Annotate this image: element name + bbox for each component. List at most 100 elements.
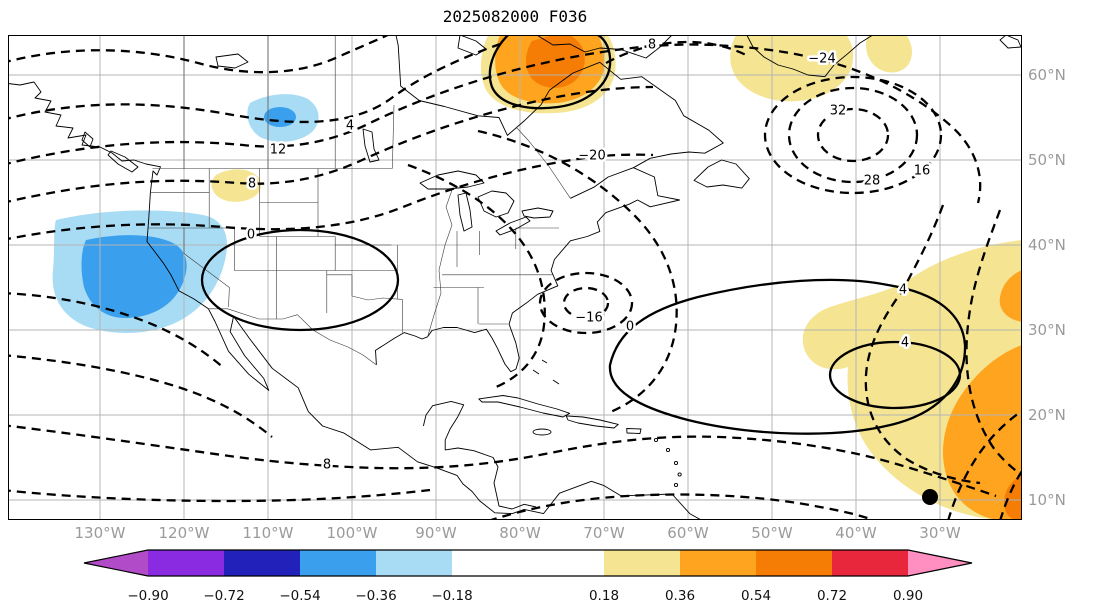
shade-canada-blue-core	[264, 107, 296, 127]
shade-right-edge-orange	[999, 270, 1022, 322]
station-marker-dot	[922, 489, 938, 505]
colorbar-tick-label: −0.18	[431, 588, 472, 604]
contour-label: 28	[864, 174, 881, 189]
lon-tick-label: 120°W	[158, 524, 210, 542]
colorbar-segment	[604, 550, 680, 576]
shade-topright-yellow	[866, 35, 912, 73]
contour-label: 8	[648, 38, 656, 53]
lake-great-slave	[215, 53, 249, 69]
gridlines-layer	[8, 35, 1022, 520]
contour-label: 4	[346, 119, 354, 134]
lon-tick-label: 50°W	[751, 524, 793, 542]
contour-labels-layer: 8 −24 32 28 16 −20 12 8 4 0 −16 0 4 4 8	[244, 35, 932, 475]
solid-contour-zero-southwest	[200, 228, 400, 332]
colorbar-tick-label: 0.54	[741, 588, 771, 604]
coastline-vancouver-island	[107, 150, 139, 173]
lon-tick-label: 60°W	[667, 524, 709, 542]
dashed-contour-low-outer	[538, 271, 634, 335]
contour-label: 12	[270, 143, 287, 158]
contour-label: 32	[830, 104, 847, 119]
dashed-contour	[864, 204, 981, 485]
coastlines-layer	[8, 35, 1022, 520]
lake-erie	[495, 216, 531, 236]
contour-label: 0	[626, 320, 634, 335]
state-border-lines	[148, 35, 571, 366]
lon-tick-label: 110°W	[242, 524, 294, 542]
dashed-contour-low-inner	[562, 286, 610, 320]
coastline-yucatan-central-america	[422, 400, 537, 510]
dashed-contour	[8, 35, 391, 74]
coastline-gulf-atlantic	[375, 167, 681, 373]
coastline-newfoundland	[693, 159, 750, 189]
solid-contour-zero-atlantic	[608, 278, 967, 435]
colorbar-outline	[83, 549, 973, 577]
contour-label: −24	[808, 52, 835, 67]
dashed-contour-high-outer	[763, 75, 943, 195]
shade-idaho-yellow	[211, 169, 261, 202]
solid-contours-layer	[200, 35, 967, 435]
colorbar-segment	[224, 550, 300, 576]
shade-pacific-core	[81, 235, 187, 319]
dashed-contour-high-inner	[816, 107, 890, 163]
lake-huron	[477, 190, 515, 218]
colorbar: −0.90 −0.72 −0.54 −0.36 −0.18 0.18 0.36 0.54 0.7…	[83, 549, 973, 604]
dashed-contour	[8, 43, 982, 204]
lon-tick-label: 70°W	[583, 524, 625, 542]
map-frame	[8, 35, 1022, 520]
figure-title: 2025082000 F036	[442, 7, 588, 26]
colorbar-segment	[832, 550, 908, 576]
shade-corner-orange-deep	[1003, 475, 1022, 520]
shade-greenland-yellow	[730, 35, 854, 102]
colorbar-tick-label: −0.72	[203, 588, 244, 604]
dashed-contours-layer	[8, 35, 1022, 520]
lat-tick-label: 10°N	[1028, 491, 1066, 509]
anomaly-shading-layer	[52, 35, 1022, 520]
lat-tick-label: 50°N	[1028, 151, 1066, 169]
dashed-contour	[8, 354, 273, 438]
lon-tick-label: 40°W	[835, 524, 877, 542]
contour-label: 4	[899, 283, 907, 298]
colorbar-segment	[680, 550, 756, 576]
dashed-contour	[8, 488, 431, 503]
dashed-contour	[477, 129, 678, 415]
dashed-contour	[8, 153, 654, 241]
coastline-greenland	[746, 35, 874, 78]
colorbar-tick-label: 0.72	[817, 588, 847, 604]
colorbar-segment	[300, 550, 376, 576]
colorbar-tick-label: −0.90	[127, 588, 168, 604]
lake-superior	[419, 170, 485, 190]
lake-michigan	[457, 192, 473, 232]
dashed-contour-high-middle	[787, 86, 919, 184]
lon-tick-label: 130°W	[74, 524, 126, 542]
colorbar-arrow-left	[84, 550, 148, 576]
dashed-contour	[999, 468, 1022, 520]
coastline-bahamas	[532, 359, 560, 385]
colorbar-tick-label: −0.54	[279, 588, 320, 604]
solid-contour-four-atlantic	[828, 340, 962, 410]
dashed-contour	[487, 493, 877, 520]
lake-ontario	[521, 207, 554, 219]
lon-tick-label: 80°W	[499, 524, 541, 542]
colorbar-tick-label: 0.90	[893, 588, 923, 604]
lon-tick-label: 90°W	[415, 524, 457, 542]
contour-label: 4	[901, 336, 909, 351]
colorbar-arrow-right	[908, 550, 972, 576]
dashed-contour	[605, 40, 747, 65]
lat-tick-label: 40°N	[1028, 236, 1066, 254]
lake-winnipeg	[362, 128, 380, 163]
contour-label: −20	[578, 149, 605, 164]
lon-tick-label: 30°W	[919, 524, 961, 542]
coastline-pacific	[8, 81, 703, 520]
lon-tick-label: 100°W	[326, 524, 378, 542]
coastline-haida-gwaii	[81, 131, 94, 148]
dashed-contour	[965, 209, 1022, 477]
colorbar-segment	[756, 550, 832, 576]
coastline-iceland	[999, 35, 1022, 49]
coastline-hispaniola	[565, 415, 619, 429]
dashed-contour	[8, 85, 654, 203]
map-plot-area: 8 −24 32 28 16 −20 12 8 4 0 −16 0 4 4 8	[8, 35, 1022, 520]
contour-label: 16	[914, 164, 931, 179]
coastline-puerto-rico	[626, 428, 642, 434]
coastline-jamaica	[532, 428, 552, 436]
